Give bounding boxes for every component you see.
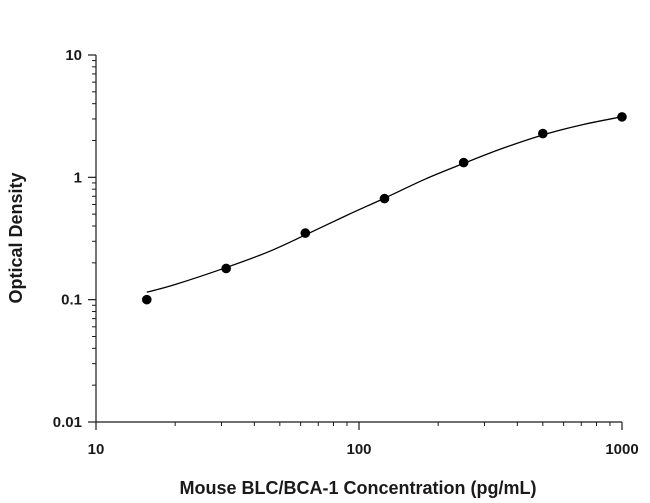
- y-axis-title: Optical Density: [6, 172, 26, 303]
- data-point: [300, 228, 311, 238]
- fit-curve-layer: [146, 116, 623, 293]
- x-tick-label: 10: [88, 441, 105, 458]
- tick-labels-layer: 10 1 0.1 0.01 10 100 1000: [53, 47, 639, 458]
- data-point: [141, 294, 152, 305]
- x-tick-label: 1000: [605, 441, 638, 458]
- data-point: [538, 128, 548, 139]
- y-tick-label: 0.01: [53, 414, 82, 431]
- x-axis-title: Mouse BLC/BCA-1 Concentration (pg/mL): [180, 478, 537, 498]
- data-point: [617, 112, 627, 122]
- fit-curve: [146, 116, 623, 293]
- y-tick-label: 10: [65, 47, 82, 64]
- data-point: [221, 263, 231, 274]
- data-point: [458, 157, 469, 168]
- y-tick-label: 0.1: [61, 292, 82, 309]
- data-point: [379, 193, 390, 204]
- x-tick-label: 100: [346, 441, 371, 458]
- axes: [88, 54, 623, 430]
- data-points-layer: [141, 112, 627, 305]
- y-tick-label: 1: [74, 169, 82, 186]
